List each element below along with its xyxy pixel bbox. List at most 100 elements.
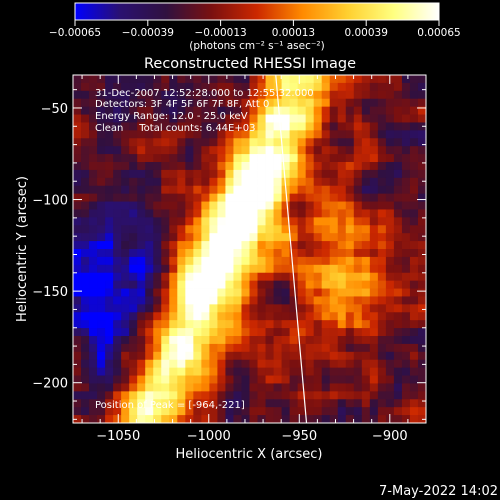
heatmap-cell (217, 312, 226, 321)
heatmap-cell (401, 162, 411, 171)
heatmap-cell (113, 122, 122, 131)
heatmap-cell (81, 343, 90, 353)
heatmap-cell (313, 130, 323, 139)
heatmap-cell (169, 185, 178, 195)
heatmap-cell (137, 359, 146, 369)
heatmap-cell (265, 146, 274, 155)
heatmap-cell (145, 82, 154, 92)
heatmap-cell (321, 169, 331, 179)
heatmap-cell (233, 154, 242, 163)
heatmap-cell (409, 296, 419, 305)
heatmap-cell (273, 415, 282, 423)
heatmap-cell (105, 82, 114, 92)
heatmap-cell (177, 415, 186, 423)
heatmap-cell (257, 154, 266, 163)
heatmap-cell (353, 336, 363, 345)
heatmap-cell (169, 304, 178, 313)
heatmap-cell (265, 336, 274, 345)
heatmap-cell (321, 296, 331, 305)
heatmap-cell (377, 98, 387, 108)
heatmap-cell (313, 328, 323, 337)
heatmap-cell (353, 82, 363, 92)
heatmap-cell (209, 367, 218, 376)
heatmap-cell (193, 383, 202, 392)
heatmap-cell (393, 162, 403, 171)
heatmap-cell (329, 304, 339, 313)
heatmap-cell (305, 264, 315, 274)
heatmap-cell (393, 82, 403, 92)
heatmap-cell (137, 90, 146, 100)
heatmap-cell (209, 328, 218, 337)
heatmap-cell (265, 328, 274, 337)
x-tick-label: −950 (281, 429, 317, 444)
heatmap-cell (329, 272, 339, 282)
heatmap-cell (113, 193, 122, 202)
heatmap-cell (105, 407, 114, 416)
heatmap-cell (377, 336, 387, 345)
heatmap-cell (361, 280, 371, 289)
heatmap-cell (217, 217, 226, 226)
heatmap-cell (233, 312, 242, 321)
heatmap-cell (249, 114, 258, 123)
heatmap-cell (345, 367, 355, 376)
heatmap-cell (153, 154, 162, 163)
heatmap-cell (321, 391, 331, 400)
heatmap-cell (257, 328, 266, 337)
heatmap-cell (185, 296, 194, 305)
heatmap-cell (137, 256, 146, 266)
heatmap-cell (321, 359, 331, 369)
heatmap-cell (361, 217, 371, 226)
heatmap-cell (289, 249, 299, 258)
heatmap-cell (185, 391, 194, 400)
y-axis-label: Heliocentric Y (arcsec) (15, 176, 30, 322)
heatmap-cell (89, 312, 98, 321)
heatmap-cell (129, 351, 138, 361)
heatmap-cell (385, 122, 395, 131)
heatmap-cell (201, 375, 210, 384)
heatmap-cell (225, 264, 234, 274)
heatmap-cell (361, 114, 371, 123)
y-tick-label: −50 (41, 102, 68, 117)
heatmap-cell (273, 162, 282, 171)
heatmap-cell (161, 351, 170, 361)
heatmap-cell (169, 320, 178, 329)
colorbar-gradient (74, 2, 440, 21)
heatmap-cell (321, 328, 331, 337)
heatmap-cell (289, 304, 299, 313)
heatmap-cell (129, 288, 138, 297)
heatmap-cell (209, 201, 218, 210)
heatmap-cell (225, 114, 234, 123)
heatmap-cell (313, 217, 323, 226)
heatmap-cell (257, 256, 266, 266)
heatmap-cell (281, 391, 291, 400)
heatmap-cell (345, 177, 355, 187)
heatmap-cell (313, 82, 323, 92)
heatmap-cell (97, 296, 106, 305)
heatmap-cell (353, 217, 363, 226)
heatmap-cell (113, 272, 122, 282)
heatmap-cell (329, 256, 339, 266)
heatmap-cell (177, 185, 186, 195)
heatmap-cell (393, 98, 403, 108)
heatmap-cell (409, 106, 419, 115)
heatmap-cell (305, 304, 315, 313)
heatmap-cell (265, 130, 274, 139)
heatmap-cell (233, 201, 242, 210)
heatmap-cell (361, 130, 371, 139)
heatmap-cell (249, 154, 258, 163)
heatmap-cell (353, 249, 363, 258)
heatmap-cell (185, 169, 194, 179)
heatmap-cell (137, 249, 146, 258)
heatmap-cell (153, 114, 162, 123)
heatmap-cell (329, 367, 339, 376)
heatmap-cell (281, 225, 291, 234)
heatmap-cell (81, 217, 90, 226)
heatmap-cell (97, 256, 106, 266)
heatmap-cell (81, 75, 90, 84)
heatmap-cell (201, 399, 210, 408)
heatmap-cell (193, 75, 202, 84)
heatmap-cell (297, 162, 307, 171)
heatmap-cell (257, 391, 266, 400)
heatmap-cell (137, 154, 146, 163)
heatmap-cell (193, 209, 202, 218)
